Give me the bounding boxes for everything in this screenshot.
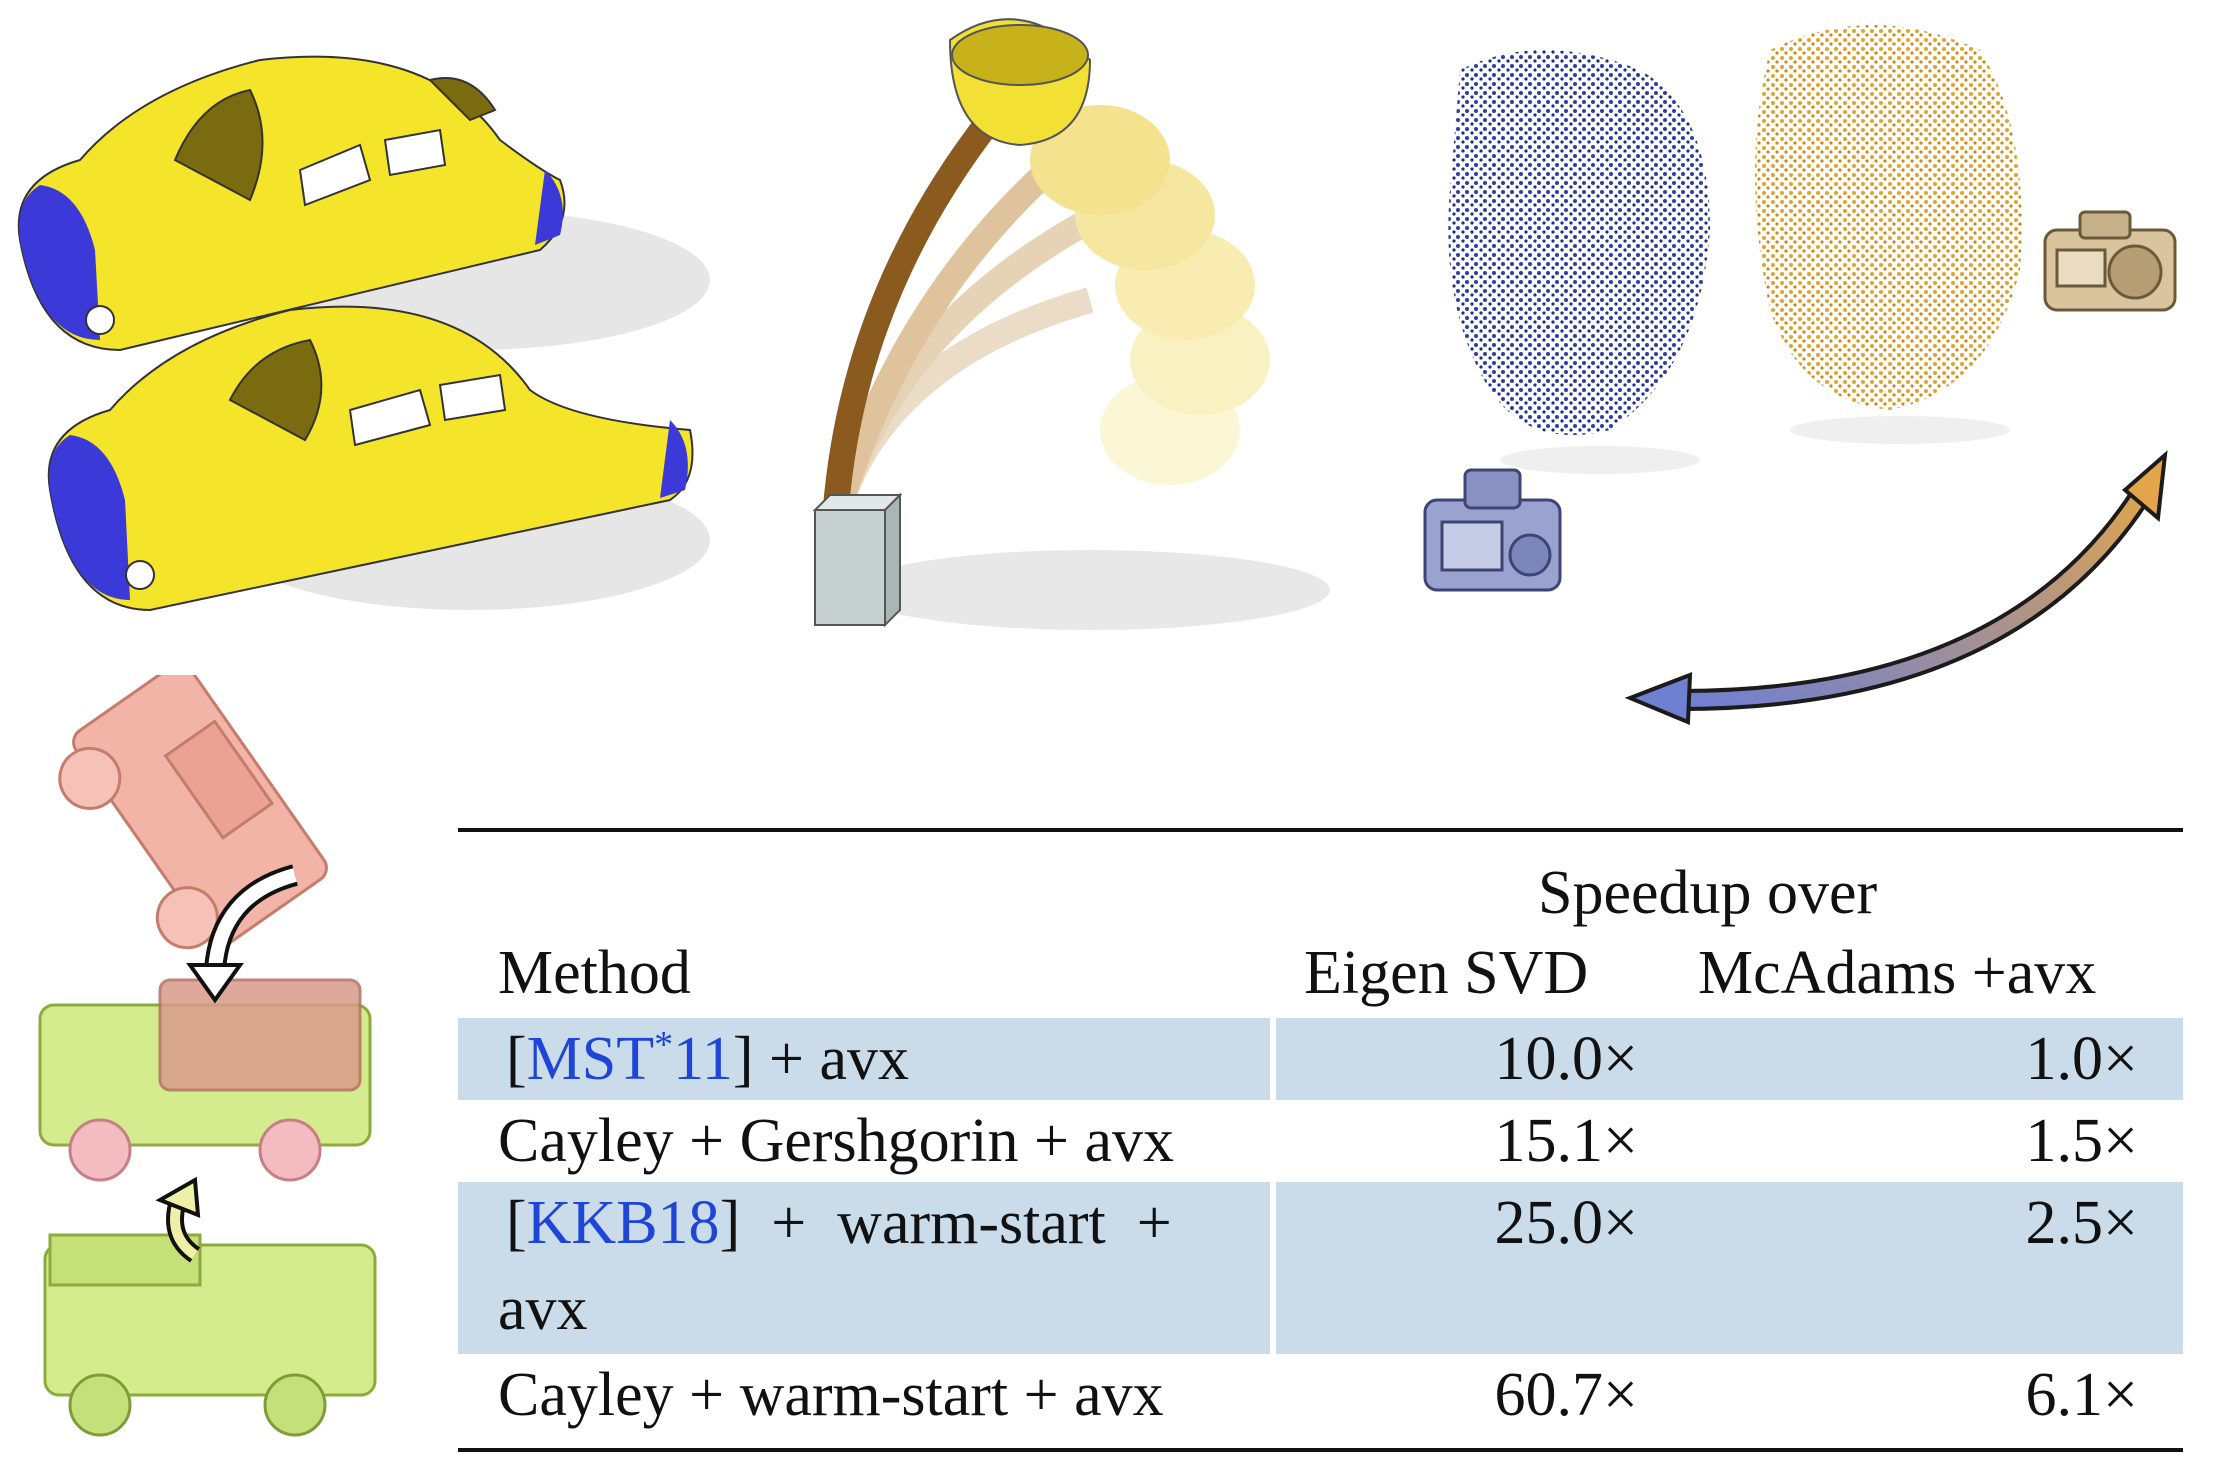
- rotate-arrow-icon: [186, 864, 299, 1004]
- method-cell: [MST*11] + avx: [506, 1024, 909, 1093]
- method-cell-continued: avx: [498, 1275, 588, 1343]
- column-header-eigen-svd: Eigen SVD: [1304, 939, 1589, 1007]
- column-header-mcadams-avx: McAdams +avx: [1698, 939, 2097, 1007]
- eigen-speedup-cell: 15.1×: [1494, 1107, 1638, 1175]
- table-row: [MST*11] + avx 10.0× 1.0×: [458, 1018, 2183, 1100]
- rotate-arrow-icon: [155, 1176, 201, 1263]
- camera-icon: [1420, 460, 1570, 600]
- car-shells-illustration: [0, 20, 720, 640]
- table-row: Cayley + warm-start + avx 60.7× 6.1×: [458, 1354, 2183, 1436]
- citation-link[interactable]: MST*11: [526, 1024, 733, 1093]
- table-top-rule: [458, 828, 2183, 832]
- bending-beam-illustration: [790, 0, 1410, 650]
- method-cell: Cayley + Gershgorin + avx: [498, 1107, 1175, 1175]
- eigen-speedup-cell: 60.7×: [1494, 1361, 1638, 1429]
- camera-icon: [2035, 200, 2185, 320]
- mcadams-speedup-cell: 2.5×: [2025, 1189, 2138, 1257]
- method-cell: Cayley + warm-start + avx: [498, 1361, 1164, 1429]
- eigen-speedup-cell: 25.0×: [1494, 1189, 1638, 1257]
- table-row: Cayley + Gershgorin + avx 15.1× 1.5×: [458, 1100, 2183, 1182]
- mcadams-speedup-cell: 1.0×: [2025, 1025, 2138, 1093]
- double-arrow-icon: [1620, 450, 2180, 740]
- column-header-method: Method: [498, 939, 691, 1007]
- mcadams-speedup-cell: 1.5×: [2025, 1107, 2138, 1175]
- table-bottom-rule: [458, 1448, 2183, 1452]
- method-cell: [KKB18] + warm-start +: [506, 1189, 1172, 1257]
- point-cloud-faces-illustration: [1420, 10, 2220, 480]
- group-header-speedup-over: Speedup over: [1538, 859, 1878, 927]
- table-row: [KKB18] + warm-start + avx 25.0× 2.5×: [458, 1182, 2183, 1354]
- eigen-speedup-cell: 10.0×: [1494, 1025, 1638, 1093]
- mcadams-speedup-cell: 6.1×: [2025, 1361, 2138, 1429]
- jeep-rotation-illustration: [20, 675, 390, 1465]
- citation-link[interactable]: KKB18: [526, 1189, 720, 1257]
